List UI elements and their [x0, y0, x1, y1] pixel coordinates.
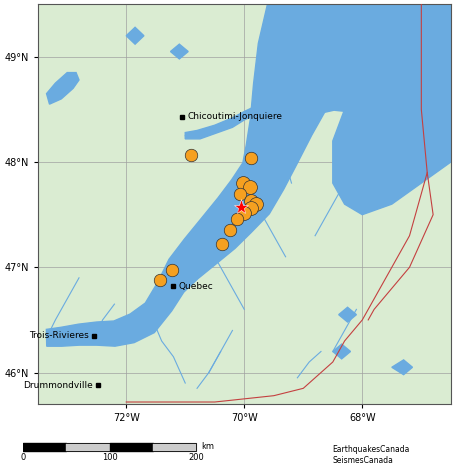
Polygon shape: [126, 28, 144, 44]
Polygon shape: [333, 344, 350, 359]
Polygon shape: [185, 104, 262, 139]
Text: EarthquakesCanada
SeismesCanada: EarthquakesCanada SeismesCanada: [332, 445, 410, 465]
Polygon shape: [171, 44, 188, 59]
Text: Quebec: Quebec: [178, 282, 213, 291]
Text: Trois-Rivieres: Trois-Rivieres: [29, 331, 89, 340]
Polygon shape: [392, 360, 413, 375]
Polygon shape: [333, 4, 451, 215]
Polygon shape: [339, 307, 356, 322]
Text: Drummondville: Drummondville: [23, 381, 93, 389]
Polygon shape: [46, 72, 79, 104]
Text: 200: 200: [189, 453, 204, 462]
Text: 100: 100: [102, 453, 117, 462]
Polygon shape: [46, 0, 376, 346]
Text: km: km: [201, 442, 214, 452]
Text: Chicoutimi-Jonquiere: Chicoutimi-Jonquiere: [187, 112, 282, 121]
Text: 0: 0: [20, 453, 25, 462]
